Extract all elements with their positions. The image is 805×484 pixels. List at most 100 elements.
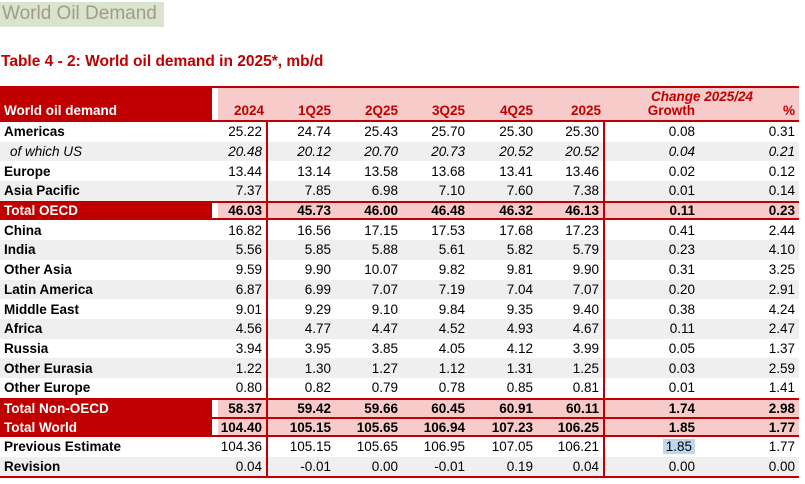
cell-2024: 0.80: [218, 377, 268, 398]
table-row: Total OECD 46.03 45.73 46.00 46.48 46.32…: [0, 200, 799, 221]
cell-2025: 20.52: [537, 141, 605, 162]
cell-4q25: 0.85: [506, 380, 533, 396]
row-label: Europe: [4, 163, 51, 179]
cell-1q25: 6.99: [304, 281, 331, 297]
row-gap: [212, 202, 218, 219]
cell-3q25: 7.19: [438, 281, 465, 297]
table-body: Americas 25.22 24.74 25.43 25.70 25.30 2…: [0, 122, 799, 477]
cell-3q25: 106.95: [423, 439, 465, 455]
row-label: Total World: [0, 419, 212, 435]
row-label: India: [4, 242, 36, 258]
cell-2q25: 17.15: [364, 222, 398, 238]
cell-4q25: 7.60: [506, 183, 533, 199]
cell-1q25: 20.12: [297, 144, 331, 160]
row-label: Other Eurasia: [4, 360, 93, 376]
cell-growth: 0.03: [668, 360, 695, 376]
table-row: Russia 3.94 3.95 3.85 4.05 4.12 3.99 0.0…: [0, 338, 799, 359]
cell-growth: 0.01: [668, 380, 695, 396]
cell-3q25: 17.53: [431, 222, 465, 238]
cell-growth: 1.85: [668, 419, 695, 435]
cell-pct: 0.21: [768, 144, 795, 160]
col-header-4q25: 4Q25: [499, 103, 533, 118]
cell-growth: 0.05: [668, 340, 695, 356]
cell-2024: 1.22: [218, 358, 268, 378]
cell-4q25: 107.23: [491, 419, 533, 435]
row-label: China: [4, 222, 42, 238]
cell-2024: 9.59: [218, 259, 268, 280]
oil-demand-table: World oil demand Change 2025/24 2024 1Q2…: [0, 86, 799, 479]
cell-1q25: 7.85: [304, 183, 331, 199]
cell-3q25: 7.10: [438, 183, 465, 199]
cell-2q25: 20.70: [364, 144, 398, 160]
cell-1q25: 13.14: [297, 163, 331, 179]
cell-4q25: 5.82: [506, 242, 533, 258]
cell-2024: 46.03: [218, 202, 268, 219]
header-background: [218, 88, 799, 120]
cell-3q25: 46.48: [431, 203, 465, 219]
row-label: Latin America: [4, 281, 93, 297]
cell-3q25: 106.94: [423, 419, 465, 435]
table-row: China 16.82 16.56 17.15 17.53 17.68 17.2…: [0, 220, 799, 241]
cell-3q25: 1.12: [438, 360, 465, 376]
row-label: Asia Pacific: [4, 183, 80, 199]
cell-2q25: 59.66: [364, 400, 398, 416]
cell-4q25: 25.30: [499, 124, 533, 140]
cell-pct: 2.47: [768, 321, 795, 337]
table-caption: Table 4 - 2: World oil demand in 2025*, …: [1, 53, 324, 70]
cell-3q25: 5.61: [438, 242, 465, 258]
row-label: Russia: [4, 340, 49, 356]
table-row: Africa 4.56 4.77 4.47 4.52 4.93 4.67 0.1…: [0, 318, 799, 339]
cell-2024: 58.37: [218, 399, 268, 418]
cell-2024: 6.87: [218, 279, 268, 300]
cell-2025: 4.67: [537, 318, 605, 339]
cell-4q25: 9.81: [506, 262, 533, 278]
cell-2025: 3.99: [537, 338, 605, 359]
highlighted-value: 1.85: [662, 439, 695, 455]
cell-2025: 5.79: [537, 240, 605, 260]
cell-1q25: 5.85: [304, 242, 331, 258]
table-row: Total Non-OECD 58.37 59.42 59.66 60.45 6…: [0, 397, 799, 418]
table-row: Europe 13.44 13.14 13.58 13.68 13.41 13.…: [0, 161, 799, 182]
cell-2025: 25.30: [537, 122, 605, 142]
cell-1q25: 9.90: [304, 262, 331, 278]
cell-2q25: 105.65: [356, 419, 398, 435]
cell-3q25: 9.82: [438, 262, 465, 278]
cell-pct: 2.98: [768, 400, 795, 416]
page-title: World Oil Demand: [0, 2, 164, 27]
table-row: Americas 25.22 24.74 25.43 25.70 25.30 2…: [0, 122, 799, 142]
cell-pct: 1.77: [768, 419, 795, 435]
col-header-growth: Growth: [647, 103, 695, 118]
col-header-2024: 2024: [233, 103, 264, 118]
cell-2025: 1.25: [537, 358, 605, 378]
cell-growth: 0.41: [668, 222, 695, 238]
cell-2025: 7.07: [537, 279, 605, 300]
cell-2q25: 5.88: [371, 242, 398, 258]
row-label: Total OECD: [0, 202, 212, 219]
table-row: India 5.56 5.85 5.88 5.61 5.82 5.79 0.23…: [0, 240, 799, 260]
header-spacer: [0, 103, 212, 120]
col-header-pct: %: [782, 103, 795, 118]
row-label: Other Asia: [4, 262, 72, 278]
cell-2024: 4.56: [218, 318, 268, 339]
cell-3q25: 25.70: [431, 124, 465, 140]
cell-2024: 104.40: [218, 419, 268, 435]
cell-2q25: 0.00: [371, 459, 398, 475]
header-change-group: Change 2025/24: [650, 89, 754, 104]
cell-4q25: 107.05: [491, 439, 533, 455]
cell-2024: 3.94: [218, 338, 268, 359]
cell-2q25: 105.65: [356, 439, 398, 455]
cell-3q25: 13.68: [431, 163, 465, 179]
table-header: World oil demand Change 2025/24 2024 1Q2…: [0, 88, 799, 122]
cell-2q25: 13.58: [364, 163, 398, 179]
cell-4q25: 4.93: [506, 321, 533, 337]
table-row: Total World 104.40 105.15 105.65 106.94 …: [0, 417, 799, 437]
cell-growth: 0.23: [668, 242, 695, 258]
cell-2024: 7.37: [218, 181, 268, 201]
row-label: Other Europe: [4, 380, 91, 396]
cell-2025: 9.40: [537, 299, 605, 319]
cell-pct: 2.91: [768, 281, 795, 297]
cell-2q25: 9.10: [371, 301, 398, 317]
cell-pct: 0.00: [768, 459, 795, 475]
row-label: Revision: [4, 459, 61, 475]
cell-pct: 0.23: [768, 203, 795, 219]
